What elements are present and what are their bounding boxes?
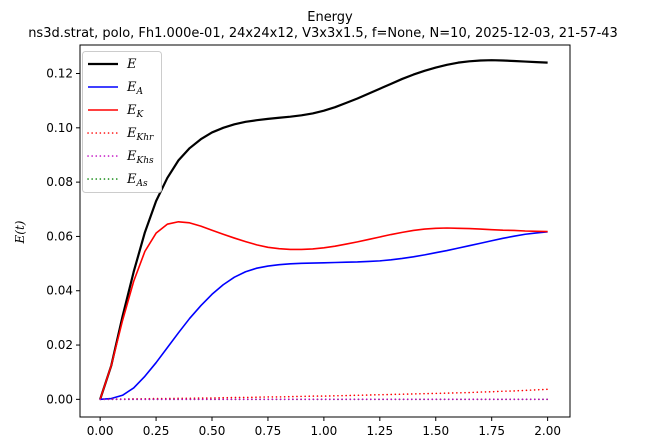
y-axis-label: E(t) (13, 220, 27, 244)
x-tick-label: 1.75 (478, 424, 505, 438)
plot-frame (79, 44, 571, 418)
plot-lines (99, 59, 549, 401)
y-tick-label: 0.00 (46, 392, 73, 406)
y-axis-ticks: 0.00 0.02 0.04 0.06 0.08 0.10 0.12 (46, 67, 80, 406)
y-tick-label: 0.10 (46, 121, 73, 135)
series-line-ea (100, 231, 548, 401)
x-tick-label: 0.00 (87, 424, 114, 438)
series-line-ekhr (99, 388, 549, 401)
y-tick-label: 0.12 (46, 67, 73, 81)
legend-box (82, 51, 162, 193)
x-axis-ticks: 0.00 0.25 0.50 0.75 1.00 1.25 1.50 1.75 2.00 (87, 417, 561, 438)
y-tick-label: 0.02 (46, 338, 73, 352)
chart-title: Energy (307, 10, 353, 25)
series-line-e (99, 59, 548, 400)
y-tick-label: 0.06 (46, 229, 73, 243)
x-tick-label: 0.75 (255, 424, 282, 438)
y-tick-label: 0.04 (46, 284, 73, 298)
x-tick-label: 0.50 (199, 424, 226, 438)
y-tick-label: 0.08 (46, 175, 73, 189)
legend-label-e: E (126, 57, 137, 72)
chart-subtitle: ns3d.strat, polo, Fh1.000e-01, 24x24x12,… (28, 26, 618, 41)
x-tick-label: 2.00 (534, 424, 561, 438)
x-tick-label: 0.25 (143, 424, 170, 438)
series-line-ek (99, 220, 548, 400)
x-tick-label: 1.00 (311, 424, 338, 438)
x-tick-label: 1.50 (422, 424, 449, 438)
x-tick-label: 1.25 (366, 424, 393, 438)
